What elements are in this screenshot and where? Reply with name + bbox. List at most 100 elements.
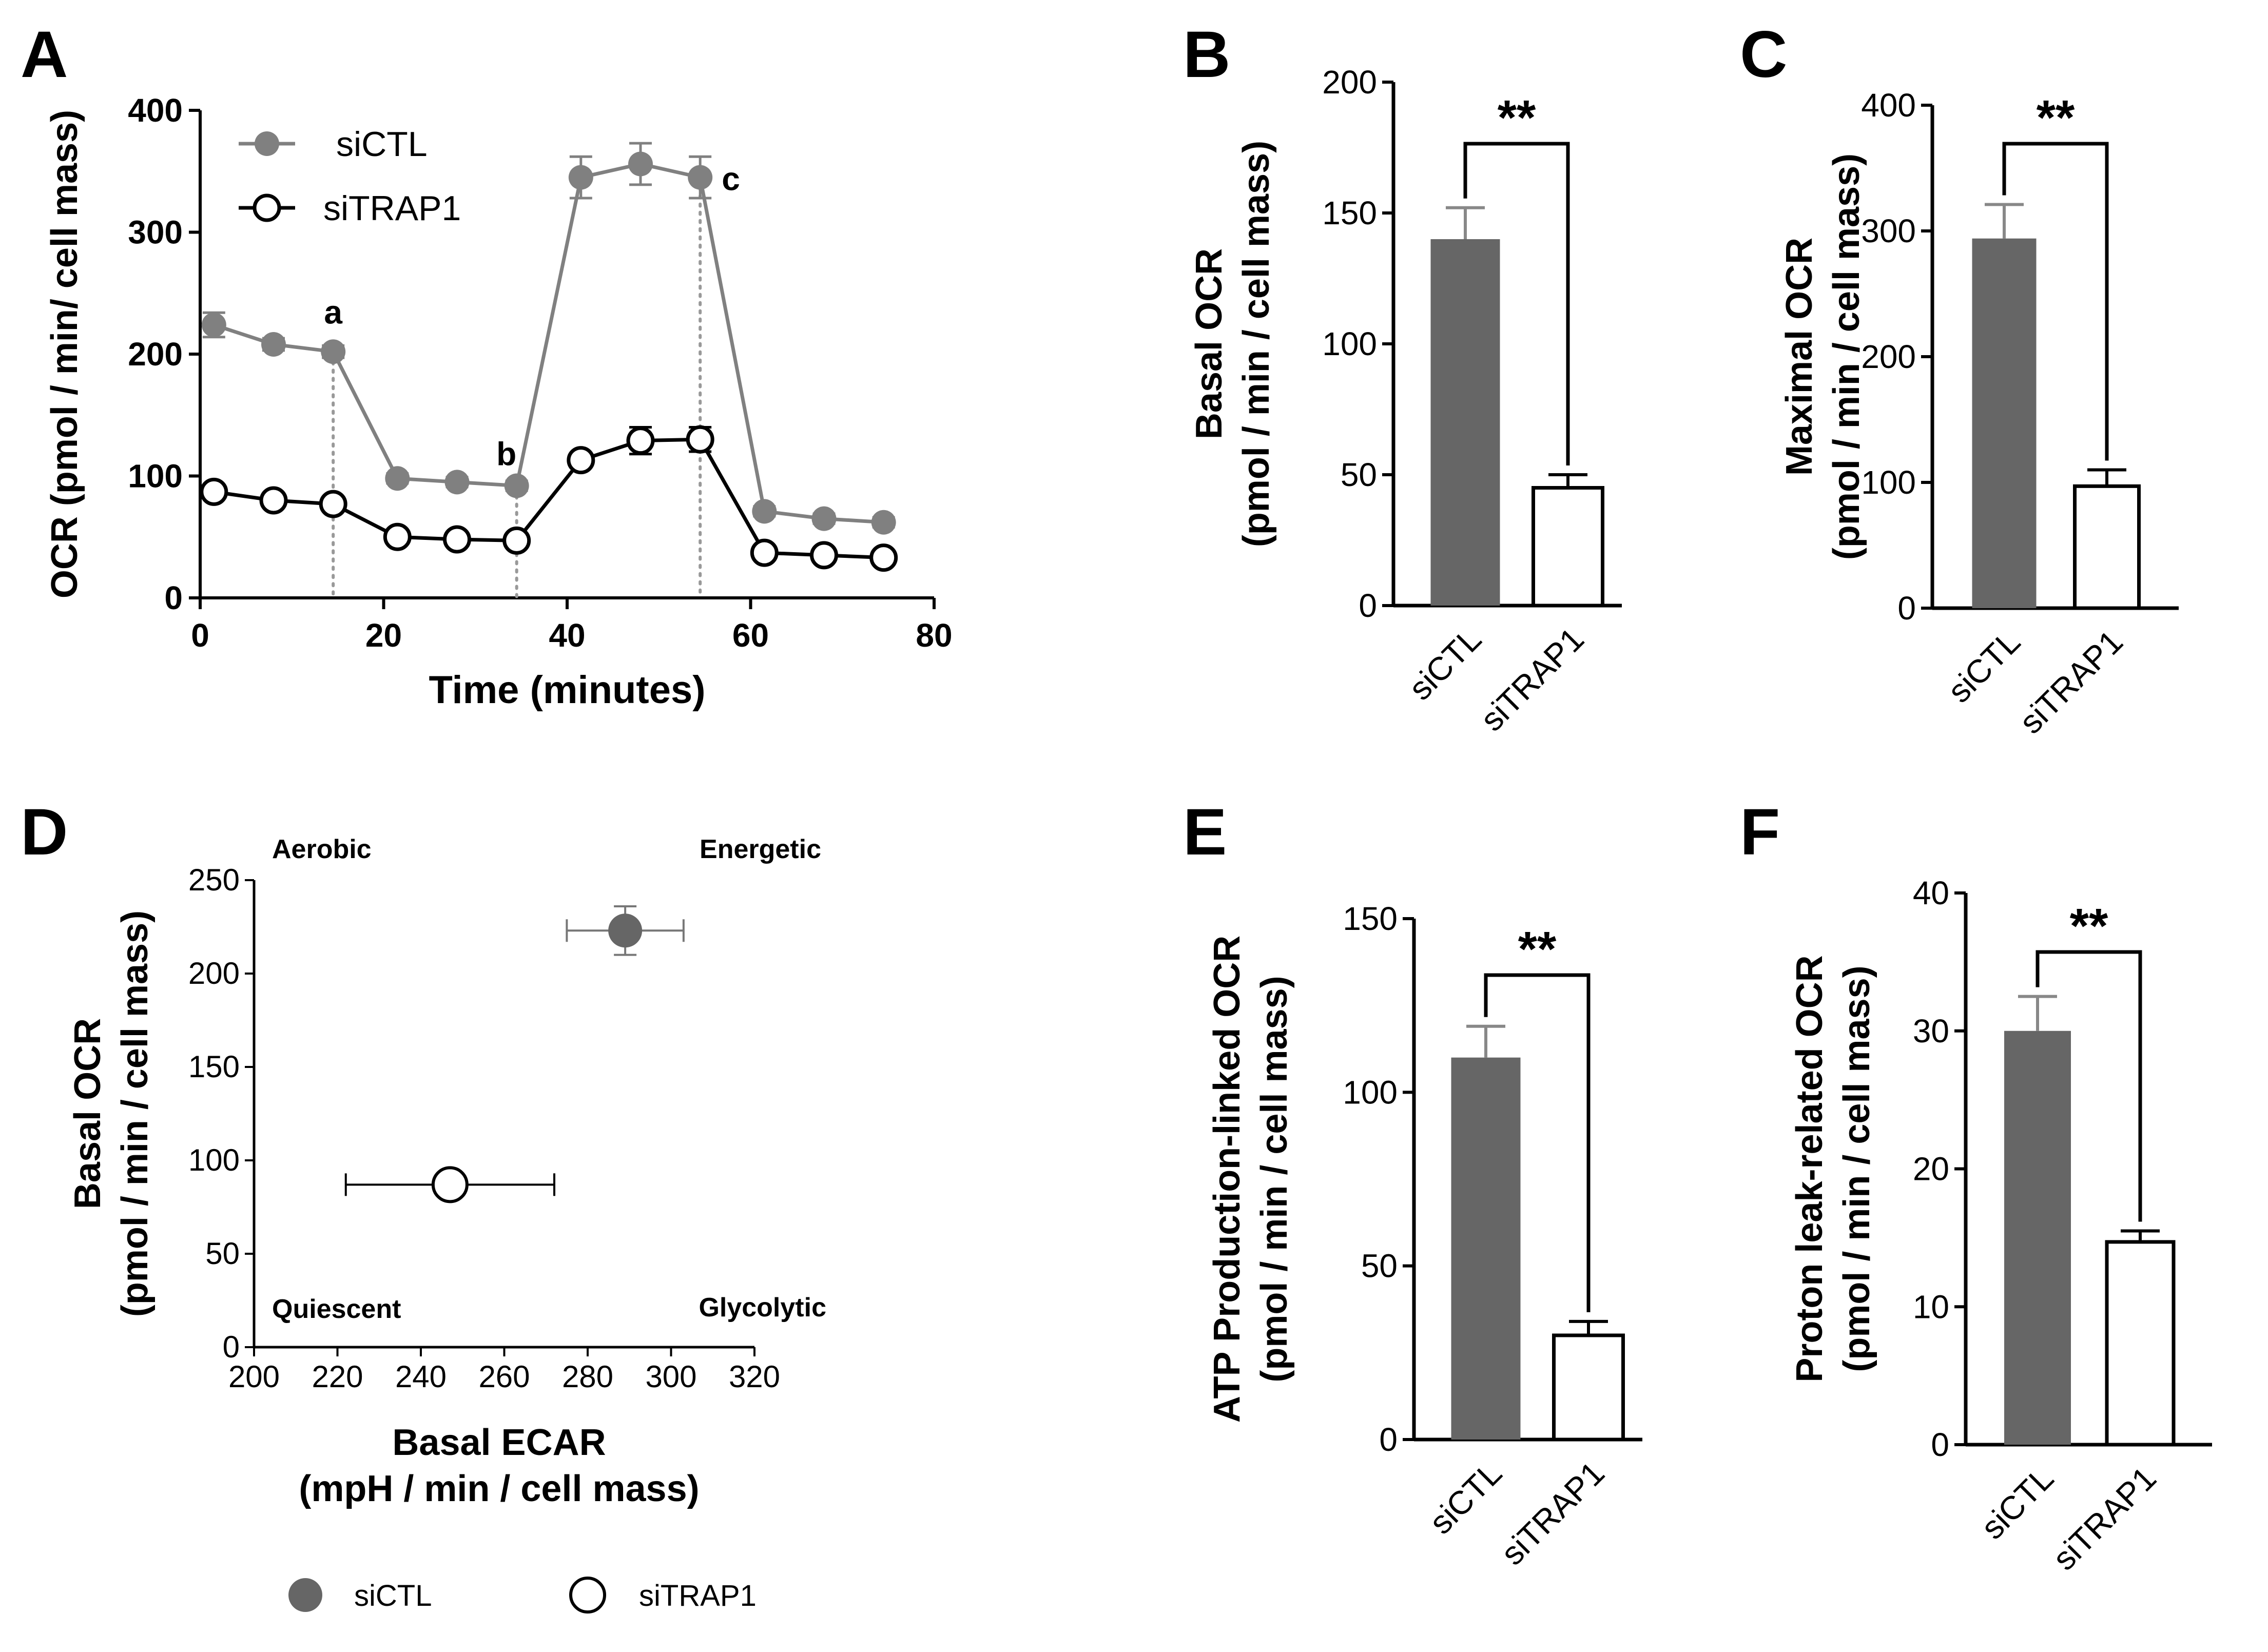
y-axis-title: (pmol / min / cell mass) — [1826, 153, 1867, 560]
y-tick-label: 100 — [1861, 464, 1916, 501]
panel-f-bar-chart: 0 10 20 30 40 Proton leak-related OCR (pmol / … — [1789, 874, 2212, 1577]
x-tick-label: 60 — [732, 617, 769, 654]
legend-marker — [569, 1577, 606, 1614]
data-point — [321, 339, 346, 364]
y-tick-label: 0 — [1359, 587, 1377, 624]
y-tick-label: 100 — [1322, 325, 1377, 362]
x-axis-title: (mpH / min / cell mass) — [299, 1468, 699, 1509]
injection-label: a — [324, 294, 342, 331]
data-point — [752, 499, 777, 524]
data-point — [502, 526, 531, 555]
y-axis-title: (pmol / min / cell mass) — [114, 910, 156, 1317]
x-tick-label: 280 — [562, 1359, 613, 1394]
y-tick-label: 100 — [128, 458, 183, 495]
y-tick-label: 40 — [1913, 874, 1949, 911]
x-tick-label: 200 — [228, 1359, 280, 1394]
data-point — [201, 313, 226, 337]
bar — [2004, 1031, 2071, 1445]
panel-a-line-chart: 0 100 200 300 400 0 20 40 60 80 Time (minutes) OCR … — [44, 92, 953, 712]
panel-label-a: A — [21, 18, 68, 91]
data-point — [626, 426, 655, 455]
data-point — [319, 490, 347, 518]
data-point — [811, 506, 837, 531]
y-tick-label: 400 — [128, 92, 183, 129]
y-tick-label: 200 — [188, 956, 240, 990]
panel-d-scatter-chart: 0 50 100 150 200 250 200 220 240 260 280 300 320 Basa… — [67, 834, 826, 1614]
data-point — [568, 165, 593, 190]
data-point — [871, 510, 896, 535]
legend-label: siTRAP1 — [323, 189, 461, 228]
data-point — [504, 473, 529, 498]
significance-bracket — [2036, 950, 2142, 1222]
x-tick-label: 40 — [549, 617, 585, 654]
x-tick-label: 220 — [312, 1359, 363, 1394]
panel-label-d: D — [21, 795, 68, 869]
category-label: siTRAP1 — [1494, 1454, 1611, 1572]
y-tick-label: 400 — [1861, 87, 1916, 124]
data-point — [869, 543, 898, 572]
x-axis-title: Basal ECAR — [392, 1422, 606, 1463]
y-tick-label: 250 — [188, 863, 240, 897]
quadrant-label-glycolytic: Glycolytic — [699, 1293, 826, 1323]
panel-label-e: E — [1183, 795, 1227, 869]
y-tick-label: 10 — [1913, 1288, 1949, 1325]
y-tick-label: 200 — [128, 336, 183, 373]
data-point — [259, 486, 288, 515]
bar — [2105, 1240, 2176, 1447]
significance-bracket — [2002, 142, 2109, 461]
quadrant-label-quiescent: Quiescent — [272, 1294, 401, 1324]
x-tick-label: 300 — [645, 1359, 696, 1394]
panel-b-bar-chart: 0 50 100 150 200 Basal OCR (pmol / min / cell … — [1189, 64, 1622, 738]
injection-label: c — [722, 161, 740, 198]
y-tick-label: 150 — [188, 1049, 240, 1084]
y-axis-title: (pmol / min / cell mass) — [1836, 965, 1877, 1372]
y-axis-title: (pmol / min / cell mass) — [1254, 976, 1295, 1382]
y-tick-label: 100 — [188, 1143, 240, 1177]
data-point — [686, 425, 714, 454]
x-tick-label: 20 — [365, 617, 402, 654]
x-tick-label: 80 — [916, 617, 952, 654]
category-label: siCTL — [1941, 623, 2027, 710]
bar — [1451, 1057, 1521, 1440]
y-axis-title: OCR (pmol / min/ cell mass) — [44, 110, 85, 598]
x-tick-label: 0 — [191, 617, 209, 654]
data-point — [431, 1166, 469, 1203]
significance-bracket — [1463, 142, 1570, 465]
y-tick-label: 300 — [128, 214, 183, 251]
y-tick-label: 150 — [1343, 900, 1398, 937]
data-point — [567, 446, 595, 475]
data-point — [200, 477, 228, 506]
data-point — [444, 470, 470, 495]
quadrant-label-energetic: Energetic — [700, 834, 821, 864]
y-tick-label: 100 — [1343, 1074, 1398, 1111]
significance-stars: ** — [1498, 90, 1536, 145]
category-label: siCTL — [1402, 620, 1488, 707]
data-point — [608, 914, 643, 948]
category-label: siTRAP1 — [2012, 623, 2129, 741]
bar — [1972, 238, 2037, 608]
significance-stars: ** — [1518, 922, 1557, 977]
y-axis-title: ATP Production-linked OCR — [1207, 936, 1248, 1423]
series-line — [213, 162, 884, 524]
legend-label: siCTL — [336, 125, 428, 164]
x-tick-label: 240 — [395, 1359, 447, 1394]
x-tick-label: 320 — [729, 1359, 780, 1394]
y-axis-title: Maximal OCR — [1779, 238, 1820, 476]
injection-label: b — [496, 436, 516, 473]
legend-marker — [253, 193, 281, 222]
category-label: siCTL — [1974, 1460, 2061, 1546]
y-tick-label: 200 — [1861, 338, 1916, 375]
y-tick-label: 0 — [223, 1330, 240, 1364]
data-point — [750, 538, 779, 567]
bar — [1532, 486, 1604, 608]
data-point — [443, 525, 471, 554]
legend-label: siCTL — [354, 1579, 432, 1612]
data-point — [385, 466, 410, 491]
quadrant-label-aerobic: Aerobic — [272, 834, 372, 864]
y-tick-label: 150 — [1322, 195, 1377, 231]
data-point — [688, 165, 713, 190]
bar — [1430, 239, 1500, 606]
category-label: siTRAP1 — [1473, 620, 1591, 738]
legend-label: siTRAP1 — [639, 1579, 757, 1612]
